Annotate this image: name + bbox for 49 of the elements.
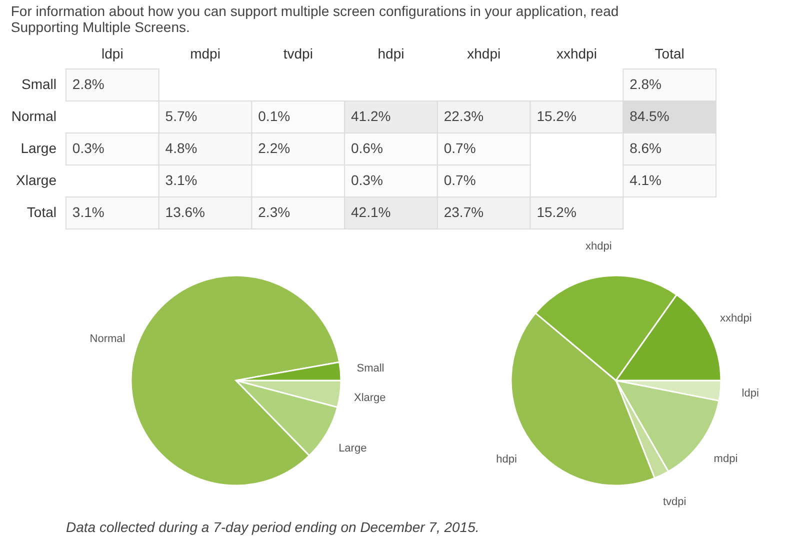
slice-label: tvdpi: [663, 496, 686, 508]
data-label: 4.1%: [630, 172, 662, 188]
data-label: 41.2%: [351, 108, 391, 124]
x-tick-label: ldpi: [102, 46, 124, 62]
y-tick-label: Normal: [11, 108, 56, 124]
data-label: 23.7%: [444, 204, 484, 220]
x-tick-label: Total: [654, 46, 684, 62]
slice-label: xhdpi: [586, 240, 612, 253]
data-label: 2.3%: [258, 204, 290, 220]
data-label: 2.8%: [630, 76, 662, 92]
slice-label: Small: [356, 362, 384, 375]
data-label: 42.1%: [351, 204, 391, 220]
x-tick-label: xxhdpi: [556, 46, 597, 62]
x-tick-label: mdpi: [190, 46, 220, 62]
pie-slice: [130, 274, 340, 486]
slice-label: Normal: [90, 333, 126, 346]
slice-label: mdpi: [714, 453, 738, 466]
y-tick-label: Total: [26, 204, 56, 220]
data-label: 3.1%: [165, 172, 198, 188]
data-label: 22.3%: [444, 108, 484, 124]
data-label: 0.6%: [351, 140, 383, 156]
data-label: 0.3%: [72, 140, 104, 156]
data-label: 4.8%: [165, 140, 198, 156]
text: Data collected during a 7-day period ending on December 7, 2015.: [66, 519, 480, 535]
y-tick-label: Large: [20, 140, 57, 156]
y-tick-label: Xlarge: [16, 172, 57, 188]
text: For information about how you can support multiple screen configurations in your application, read Supporting Multiple Screens.: [10, 3, 619, 35]
x-tick-label: xhdpi: [467, 46, 501, 62]
data-label: 2.8%: [72, 76, 104, 92]
slice-label: hdpi: [496, 454, 517, 466]
data-label: 0.7%: [444, 172, 476, 188]
slice-label: Large: [338, 442, 367, 454]
y-tick-label: Small: [21, 76, 56, 92]
data-label: 0.1%: [258, 108, 290, 124]
data-label: 8.6%: [630, 140, 662, 156]
x-tick-label: hdpi: [378, 46, 404, 62]
data-label: 13.6%: [165, 204, 205, 220]
data-label: 2.2%: [258, 140, 290, 156]
x-tick-label: tvdpi: [283, 46, 313, 62]
data-label: 0.7%: [444, 140, 476, 156]
slice-label: Xlarge: [354, 392, 386, 404]
slice-label: xxhdpi: [720, 312, 752, 324]
data-label: 3.1%: [72, 204, 104, 220]
data-label: 5.7%: [165, 108, 198, 124]
data-label: 15.2%: [536, 204, 576, 220]
slice-label: ldpi: [742, 388, 759, 400]
data-label: 0.3%: [351, 172, 383, 188]
data-label: 15.2%: [536, 108, 576, 124]
data-label: 84.5%: [630, 108, 670, 124]
